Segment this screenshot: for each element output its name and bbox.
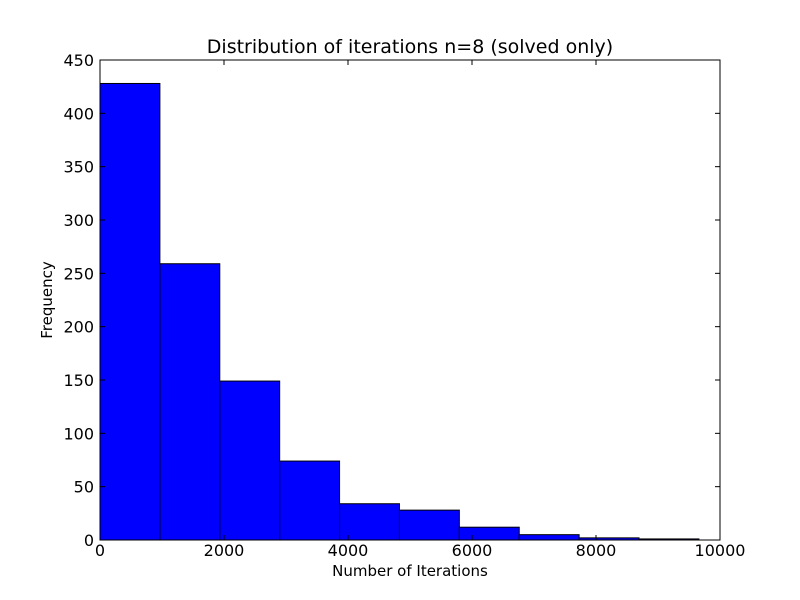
y-tick-label: 0 xyxy=(84,531,94,550)
histogram-bar-8 xyxy=(518,534,580,541)
x-tick-label: 8000 xyxy=(576,541,617,560)
y-tick-label: 200 xyxy=(63,318,94,337)
x-tick-label: 2000 xyxy=(204,541,245,560)
histogram-bar-6 xyxy=(398,509,460,541)
y-tick-label: 150 xyxy=(63,371,94,390)
chart-title: Distribution of iterations n=8 (solved o… xyxy=(207,36,613,58)
y-tick-label: 100 xyxy=(63,424,94,443)
bars-layer xyxy=(99,82,700,541)
x-tick-label: 0 xyxy=(95,541,105,560)
plot-area-frame xyxy=(99,59,721,541)
y-tick-label: 400 xyxy=(63,104,94,123)
y-tick-label: 450 xyxy=(63,51,94,70)
x-tick-label: 4000 xyxy=(328,541,369,560)
histogram-bar-7 xyxy=(458,526,520,541)
x-tick-label: 10000 xyxy=(695,541,746,560)
x-axis-label: Number of Iterations xyxy=(332,562,488,580)
ticks-layer: 0 2000 4000 6000 8000 10000 0 50 100 150 200 250 300… xyxy=(63,51,745,560)
histogram-bar-5 xyxy=(339,503,400,541)
y-tick-label: 300 xyxy=(63,211,94,230)
y-tick-label: 50 xyxy=(74,478,94,497)
histogram-bar-2 xyxy=(159,263,221,541)
histogram-bar-3 xyxy=(219,380,281,541)
y-tick-label: 350 xyxy=(63,158,94,177)
y-axis-label: Frequency xyxy=(38,261,56,339)
x-tick-label: 6000 xyxy=(452,541,493,560)
histogram-bar-4 xyxy=(279,460,341,541)
y-tick-label: 250 xyxy=(63,264,94,283)
histogram-bar-1 xyxy=(99,82,161,541)
